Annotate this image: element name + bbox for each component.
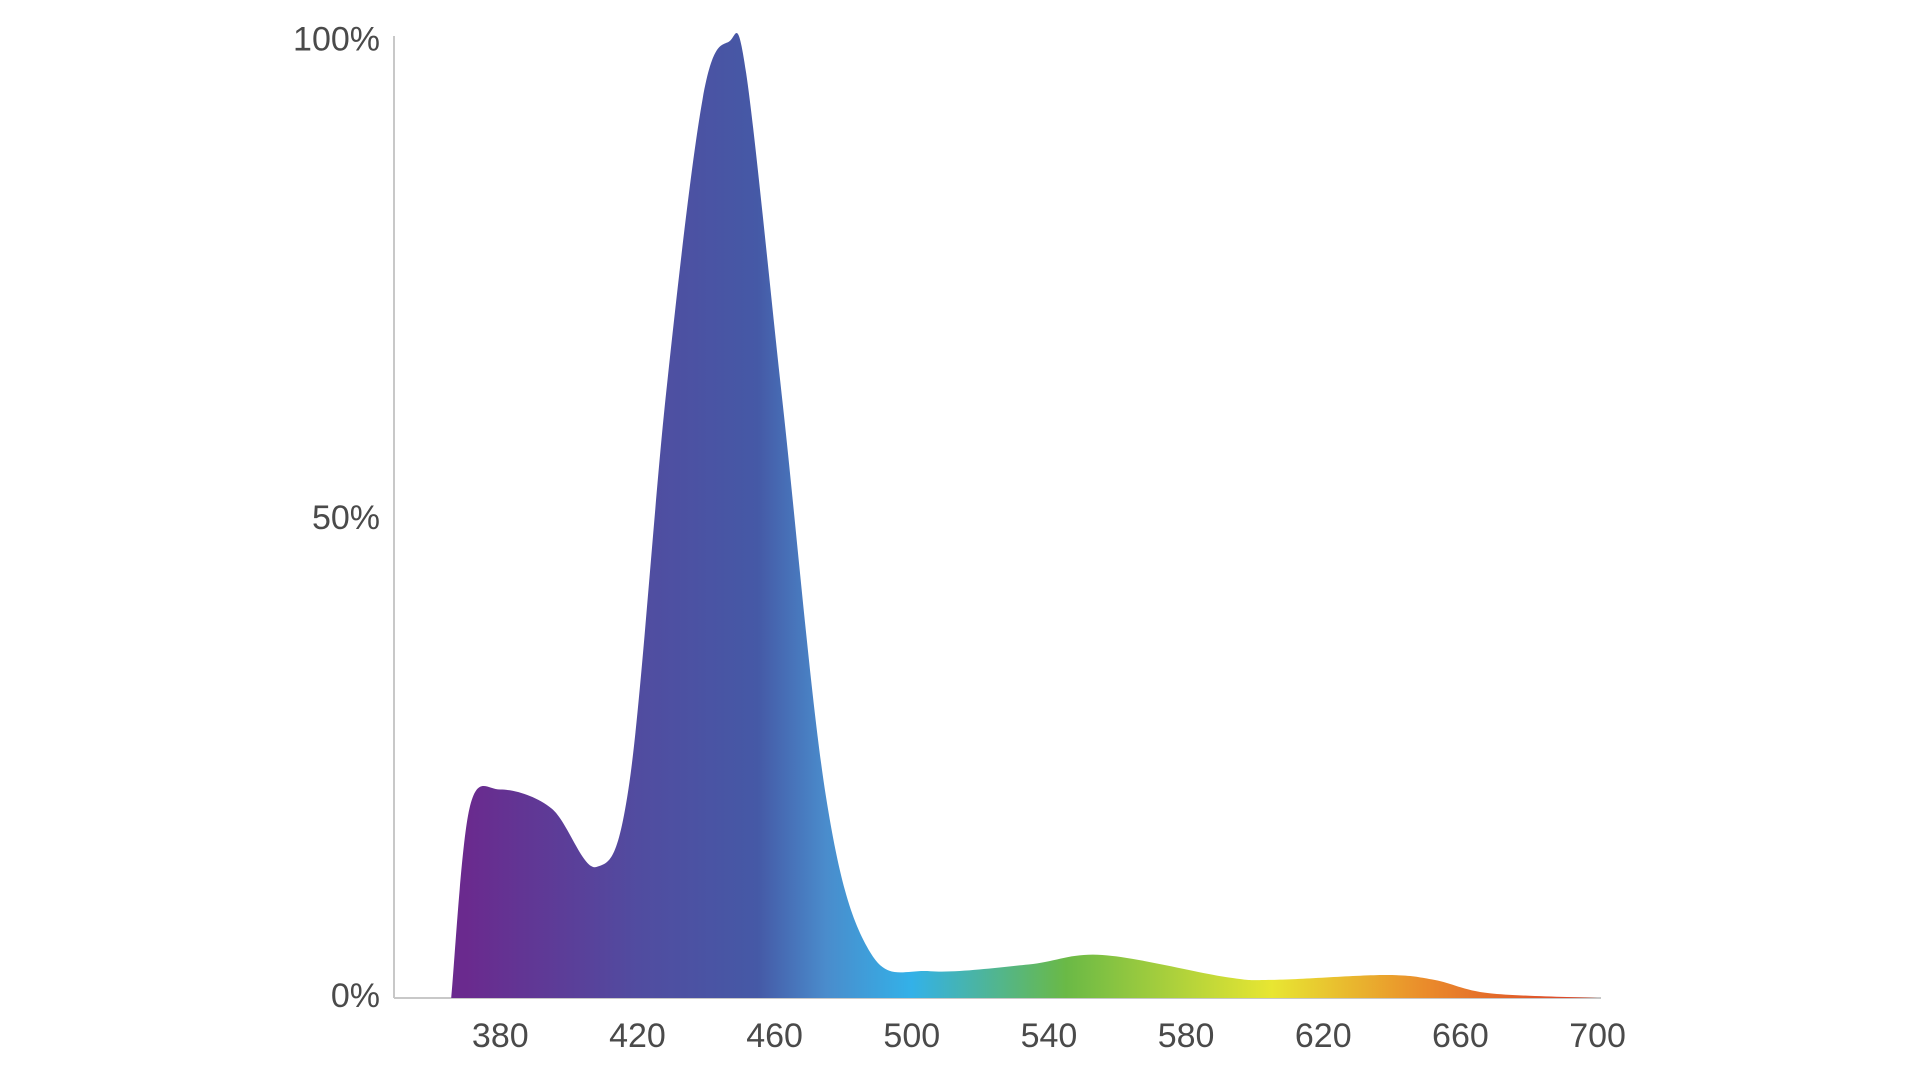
x-tick-label: 460 — [746, 1017, 803, 1055]
x-tick-label: 540 — [1021, 1017, 1078, 1055]
y-tick-label: 0% — [331, 977, 380, 1015]
x-tick-label: 580 — [1158, 1017, 1215, 1055]
y-tick-label: 100% — [293, 21, 380, 59]
x-tick-label: 620 — [1295, 1017, 1352, 1055]
spectrum-area — [451, 32, 1598, 999]
x-tick-label: 500 — [883, 1017, 940, 1055]
y-tick-label: 50% — [312, 499, 380, 537]
x-tick-label: 380 — [472, 1017, 529, 1055]
x-tick-label: 420 — [609, 1017, 666, 1055]
x-tick-label: 660 — [1432, 1017, 1489, 1055]
x-tick-label: 700 — [1569, 1017, 1626, 1055]
